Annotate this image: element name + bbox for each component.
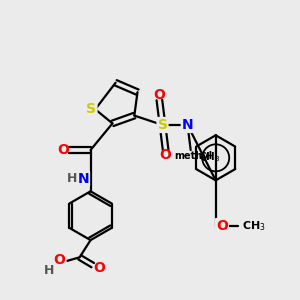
Text: O: O bbox=[216, 219, 228, 233]
Text: CH$_3$: CH$_3$ bbox=[242, 219, 266, 233]
Text: O: O bbox=[93, 261, 105, 274]
Text: S: S bbox=[86, 102, 97, 116]
Text: CH$_3$: CH$_3$ bbox=[198, 150, 220, 164]
Text: N: N bbox=[78, 172, 89, 186]
Text: H: H bbox=[67, 172, 77, 185]
Text: O: O bbox=[153, 88, 165, 102]
Text: O: O bbox=[54, 253, 65, 267]
Text: O: O bbox=[160, 148, 172, 162]
Text: O: O bbox=[57, 143, 69, 157]
Text: H: H bbox=[44, 264, 54, 277]
Text: S: S bbox=[158, 118, 167, 132]
Text: methyl: methyl bbox=[175, 151, 213, 160]
Text: N: N bbox=[182, 118, 194, 132]
